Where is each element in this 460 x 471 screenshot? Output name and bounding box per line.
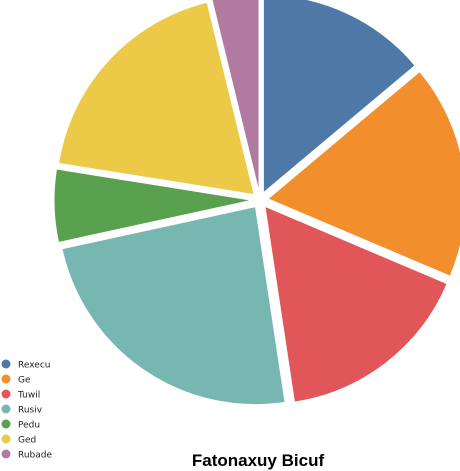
legend-label-ge: Ge	[18, 376, 31, 386]
legend-marker-pedu	[1, 419, 11, 429]
pie-slices	[53, 0, 460, 406]
legend-marker-rubade	[1, 449, 11, 459]
legend-marker-ged	[1, 434, 11, 444]
pie-slice-rexecu	[262, 0, 416, 194]
pie-slice-rusiv	[61, 205, 286, 406]
pie-slice-ged	[58, 1, 255, 196]
legend-marker-tuwil	[1, 389, 11, 399]
pie-slice-ge	[266, 70, 460, 277]
legend-marker-rexecu	[1, 359, 11, 369]
pie-slice-rubade	[211, 0, 260, 193]
legend-marker-ge	[1, 374, 11, 384]
legend-label-ged: Ged	[18, 436, 36, 446]
legend-label-pedu: Pedu	[18, 421, 40, 431]
pie-slice-tuwil	[264, 205, 448, 403]
legend-label-rubade: Rubade	[18, 451, 52, 461]
legend: Rexecu Ge Tuwil Rusiv Pedu Ged Rubade	[1, 359, 52, 461]
legend-label-rexecu: Rexecu	[18, 361, 50, 371]
legend-marker-rusiv	[1, 404, 11, 414]
chart-title: Fatonaxuy Bicuf	[192, 451, 325, 470]
legend-label-tuwil: Tuwil	[17, 391, 40, 401]
pie-slice-pedu	[53, 168, 253, 244]
legend-label-rusiv: Rusiv	[18, 406, 43, 416]
